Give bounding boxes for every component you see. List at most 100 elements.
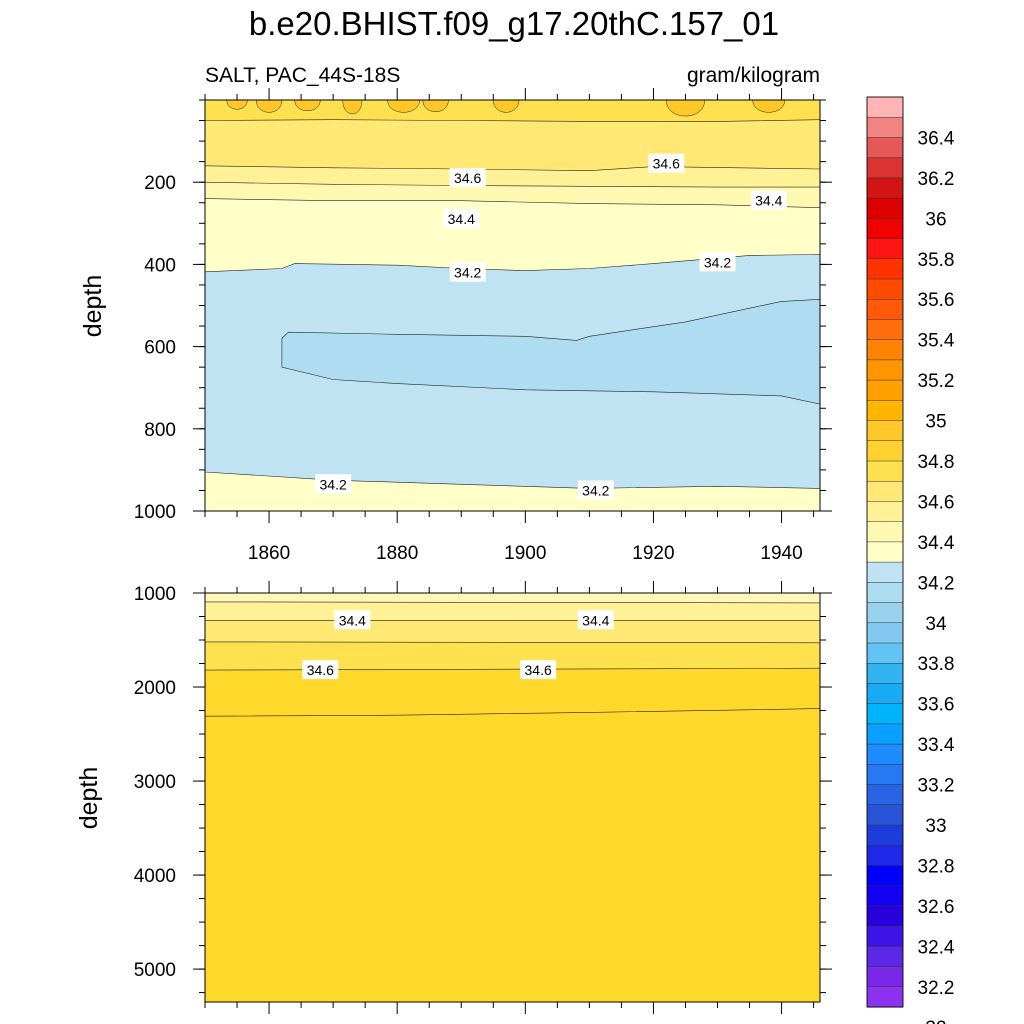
contour-label: 34.6 [454,170,481,186]
colorbar-label: 34.4 [918,533,955,554]
colorbar-swatch [866,561,904,583]
x-tick-label: 1900 [504,543,546,564]
colorbar-swatch [866,662,904,684]
colorbar-swatch [866,743,904,765]
contour-34.4-34.6 [204,181,820,188]
contour-label-bg [750,190,787,210]
colorbar-label: 33.6 [918,695,955,716]
x-tick-label: 1920 [632,543,674,564]
contour-label-bg [577,610,614,630]
lower-y-axis-label: depth [75,767,103,830]
colorbar-swatch [866,784,904,806]
upper-filled-contours [204,99,821,511]
colorbar-swatch [866,642,904,664]
upper-contour-labels: 34.6 34.6 34.4 34.4 34.2 34.2 34.2 34.2 [315,153,787,500]
colorbar-swatch [866,723,904,745]
colorbar-label: 36.2 [918,169,955,190]
contour-label-bg [315,474,352,494]
colorbar-swatch [866,238,904,260]
colorbar-swatch [866,440,904,462]
contour-label-bg [449,262,486,282]
contour-label: 34.2 [454,265,481,281]
colorbar-swatch [866,703,904,725]
colorbar-label: 34.6 [918,492,955,513]
lower-x-axis [204,581,815,1014]
colorbar-label: 35.6 [918,290,955,311]
band-34.6-34.8 [205,668,820,1002]
colorbar-label: 36.4 [918,128,955,149]
colorbar-swatch [866,966,904,988]
contour-label-bg [449,168,486,188]
lower-panel: 34.4 34.4 34.6 34.6 1000 2000 3000 4000 5000 de… [75,581,832,1014]
y-tick-label: 600 [144,338,176,359]
colorbar-label: 33.8 [918,654,955,675]
colorbar-label: 32.8 [918,856,955,877]
y-tick-label: 5000 [134,960,176,981]
units-label: gram/kilogram [687,64,820,87]
colorbar-frame [866,96,904,1008]
contour-label: 34.6 [653,156,680,172]
chart-title: b.e20.BHIST.f09_g17.20thC.157_01 [249,5,779,42]
contour-34.8-35.0 [204,119,821,122]
band-34.3-34.4 [205,601,820,621]
colorbar-swatch [866,946,904,968]
colorbar-label: 35.4 [918,331,955,352]
upper-panel: SALT, PAC_44S-18S gram/kilogram 34.634.6… [79,64,832,564]
contour-label-bg [443,209,480,229]
colorbar-label: 32.4 [918,937,955,958]
colorbar-swatch [866,844,904,866]
band-34.5-34.6 [205,641,820,671]
colorbar-swatch [866,905,904,927]
colorbar-swatch [866,319,904,341]
colorbar-swatch [866,824,904,846]
colorbar-swatch [866,925,904,947]
colorbar-swatch [866,177,904,199]
contour-label: 34.2 [704,254,731,270]
contour-34.5-34.6 [204,641,821,644]
colorbar-label: 33.4 [918,735,955,756]
colorbar-swatch [866,622,904,644]
colorbar-swatch [866,521,904,543]
colorbar-swatch [866,541,904,563]
contour-34.2-34.4 [204,198,821,208]
y-tick-label: 1000 [134,502,176,523]
x-tick-label: 1860 [248,543,290,564]
colorbar-label: 32.2 [918,978,955,999]
colorbar-swatch [866,278,904,300]
contour-label: 34.4 [582,612,609,628]
colorbar-swatch [866,460,904,482]
contour-label: 34.4 [448,211,475,227]
band-34.4-34.5 [205,620,820,643]
contour-label-bg [699,252,736,272]
upper-y-axis-label: depth [79,275,107,338]
y-tick-label: 2000 [134,678,176,699]
colorbar-swatch [866,258,904,280]
lower-filled-contours [205,593,820,1002]
contour-label: 34.4 [755,193,782,209]
colorbar-swatch [866,157,904,179]
lower-contour-lines [204,601,821,717]
contour-label-bg [334,610,371,630]
colorbar-swatch [866,96,904,118]
colorbar-label: 33 [925,816,946,837]
upper-y-axis: 200 400 600 800 1000 [134,99,832,523]
contour-34.8 [204,708,821,717]
colorbar-swatch [866,137,904,159]
lower-contour-labels: 34.4 34.4 34.6 34.6 [302,610,614,680]
colorbar-label: 34 [925,614,947,635]
colorbar-swatch [866,480,904,502]
colorbar-swatch [866,885,904,907]
colorbar-swatch [866,197,904,219]
band-34.2-34.3 [205,593,820,603]
colorbar-swatch [866,379,904,401]
colorbar-swatch [866,865,904,887]
y-tick-label: 200 [144,173,176,194]
contour-label-bg [577,480,614,500]
contour-label: 34.6 [307,662,334,678]
colorbar-swatch [866,359,904,381]
colorbar-swatch [866,400,904,422]
colorbar-swatch [866,602,904,624]
colorbar-label: 32 [925,1018,946,1024]
contour-label: 34.6 [525,662,552,678]
